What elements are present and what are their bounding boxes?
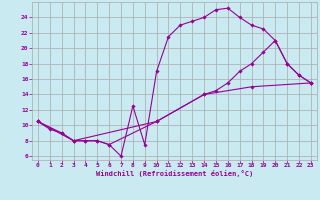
X-axis label: Windchill (Refroidissement éolien,°C): Windchill (Refroidissement éolien,°C) [96, 170, 253, 177]
